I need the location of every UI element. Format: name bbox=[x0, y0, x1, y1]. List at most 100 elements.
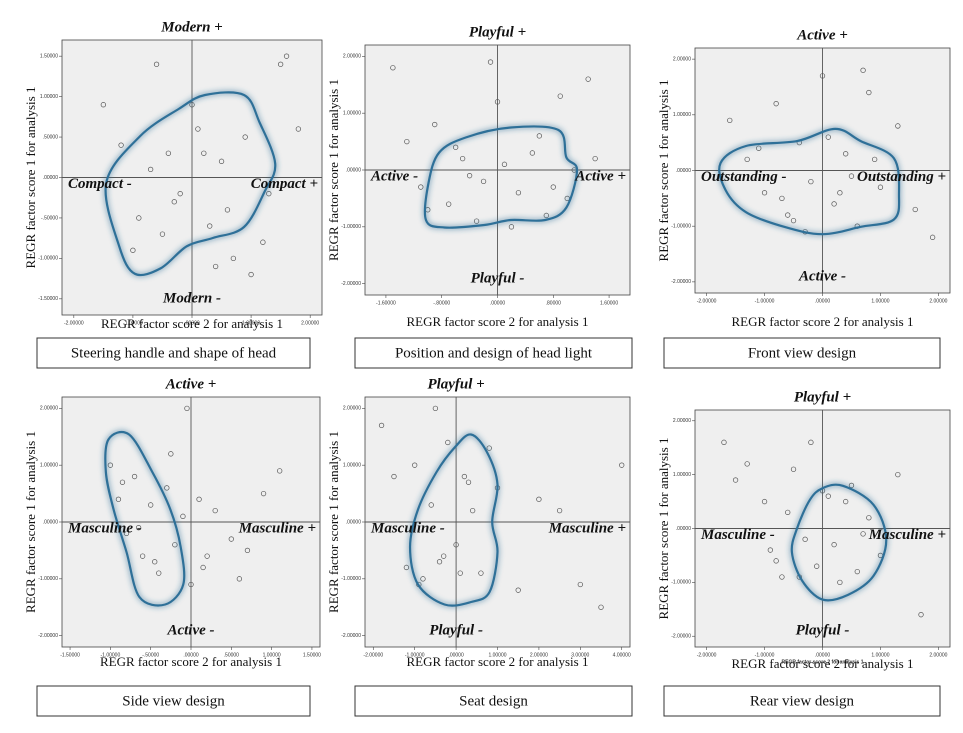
data-point bbox=[152, 559, 158, 565]
panel: -1.60000 -.80000 .00000 .80000 1.60000 -2.000… bbox=[326, 24, 633, 369]
data-point bbox=[790, 217, 797, 224]
cluster-outline bbox=[408, 433, 499, 607]
data-point bbox=[295, 126, 302, 132]
y-tick-label: 1.50000 bbox=[40, 54, 58, 60]
data-point bbox=[473, 218, 480, 224]
data-point bbox=[929, 234, 936, 240]
y-tick-label: -1.00000 bbox=[341, 576, 361, 582]
x-tick-label: 2.00000 bbox=[929, 298, 947, 304]
y-tick-label: -2.00000 bbox=[38, 633, 58, 639]
data-point bbox=[441, 553, 447, 559]
data-point bbox=[619, 462, 625, 468]
data-point bbox=[843, 498, 849, 505]
annotation-top: Playful + bbox=[469, 24, 526, 40]
data-point bbox=[478, 570, 484, 576]
caption-box bbox=[36, 337, 311, 369]
data-point bbox=[825, 493, 831, 499]
y-tick-label: 2.00000 bbox=[343, 406, 361, 412]
data-point bbox=[403, 564, 410, 571]
cluster-outline bbox=[104, 430, 186, 607]
y-tick-label: -1.50000 bbox=[38, 296, 58, 302]
data-point bbox=[843, 151, 849, 157]
x-tick-label: 3.00000 bbox=[571, 652, 589, 658]
y-axis-label: REGR factor score 1 for analysis 1 bbox=[656, 438, 671, 620]
y-tick-label: -1.00000 bbox=[671, 580, 691, 586]
y-tick-label: 1.00000 bbox=[673, 472, 691, 478]
data-point bbox=[100, 102, 107, 108]
x-tick-label: 1.00000 bbox=[488, 652, 506, 658]
data-point bbox=[529, 150, 536, 156]
annotation-bottom: Playful - bbox=[796, 622, 850, 638]
caption-box bbox=[663, 685, 941, 717]
panel: -2.00000 -1.00000 .00000 1.00000 2.00000 -1.5… bbox=[23, 19, 323, 369]
data-point bbox=[877, 184, 884, 190]
cluster-outline bbox=[104, 91, 277, 277]
inner-x-axis-label: REGR factor score 2 for analysis 1 bbox=[782, 659, 864, 665]
y-tick-label: -2.00000 bbox=[341, 633, 361, 639]
data-point bbox=[515, 587, 521, 593]
x-tick-label: 2.00000 bbox=[301, 320, 319, 326]
annotation-top: Modern + bbox=[160, 19, 222, 35]
x-tick-label: .00000 bbox=[815, 298, 831, 304]
panel: -2.00000 -1.00000 .00000 1.00000 2.00000 3.00… bbox=[326, 376, 633, 717]
y-tick-label: -1.00000 bbox=[38, 256, 58, 262]
annotation-left: Active - bbox=[370, 168, 418, 184]
data-point bbox=[218, 158, 225, 164]
data-point bbox=[131, 473, 138, 480]
data-point bbox=[802, 536, 808, 542]
caption: Rear view design bbox=[750, 693, 855, 709]
annotation-top: Active + bbox=[796, 27, 848, 43]
annotation-left: Compact - bbox=[68, 176, 132, 192]
x-tick-label: 1.00000 bbox=[263, 652, 281, 658]
x-axis-label: REGR factor score 2 for analysis 1 bbox=[407, 314, 589, 329]
data-point bbox=[773, 558, 779, 564]
data-point bbox=[470, 507, 476, 514]
x-tick-label: 1.60000 bbox=[600, 300, 618, 306]
data-point bbox=[466, 173, 473, 179]
y-tick-label: 1.00000 bbox=[40, 463, 58, 469]
data-point bbox=[242, 134, 248, 140]
x-tick-label: .50000 bbox=[224, 652, 240, 658]
data-point bbox=[189, 102, 195, 108]
data-point bbox=[860, 67, 866, 73]
data-point bbox=[831, 201, 837, 207]
y-tick-label: .00000 bbox=[346, 167, 362, 173]
data-point bbox=[808, 178, 814, 185]
y-tick-label: 1.00000 bbox=[40, 94, 58, 100]
cluster-outline bbox=[718, 127, 901, 236]
data-point bbox=[136, 215, 142, 221]
data-point bbox=[248, 271, 254, 278]
data-point bbox=[536, 133, 542, 139]
data-point bbox=[139, 553, 146, 559]
x-tick-label: .00000 bbox=[183, 652, 199, 658]
data-point bbox=[480, 178, 487, 185]
data-point bbox=[814, 563, 820, 569]
data-point bbox=[761, 498, 768, 505]
y-tick-label: .00000 bbox=[676, 168, 692, 174]
data-point bbox=[188, 581, 194, 588]
data-point bbox=[180, 513, 186, 519]
x-tick-label: -2.00000 bbox=[697, 652, 717, 658]
annotation-right: Masculine + bbox=[238, 520, 316, 536]
x-tick-label: -1.00000 bbox=[755, 298, 775, 304]
y-tick-label: -2.00000 bbox=[341, 281, 361, 287]
data-point bbox=[785, 212, 791, 218]
data-point bbox=[837, 190, 843, 196]
annotation-right: Masculine + bbox=[548, 520, 626, 536]
y-tick-label: 2.00000 bbox=[673, 56, 691, 62]
data-point bbox=[195, 126, 201, 132]
y-tick-label: .50000 bbox=[43, 134, 59, 140]
data-point bbox=[148, 502, 154, 508]
annotation-right: Outstanding + bbox=[857, 169, 946, 185]
data-point bbox=[550, 184, 556, 190]
data-point bbox=[378, 422, 385, 429]
x-tick-label: -2.00000 bbox=[64, 320, 84, 326]
data-point bbox=[196, 496, 202, 502]
annotation-top: Playful + bbox=[794, 389, 851, 405]
data-point bbox=[428, 502, 434, 508]
data-point bbox=[436, 559, 443, 565]
data-point bbox=[790, 466, 797, 472]
data-point bbox=[224, 207, 231, 213]
data-point bbox=[418, 184, 424, 190]
